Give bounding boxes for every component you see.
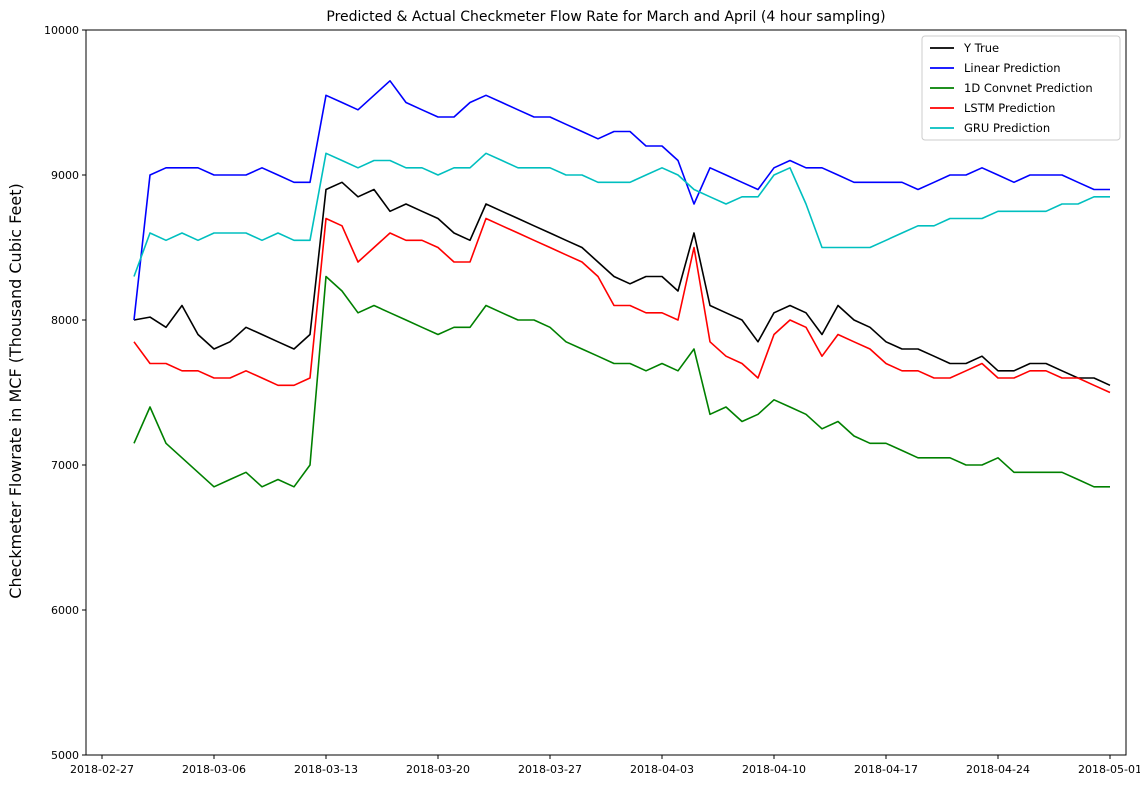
legend-label-1: Linear Prediction [964,61,1061,75]
legend-label-4: GRU Prediction [964,121,1050,135]
series-line-0 [133,181,1111,387]
series-line-2 [133,275,1110,488]
legend-label-2: 1D Convnet Prediction [964,81,1093,95]
series-layer [133,80,1111,488]
series-line-3 [133,217,1111,394]
y-axis-label: Checkmeter Flowrate in MCF (Thousand Cub… [6,183,25,598]
x-tick-label: 2018-04-17 [854,763,918,776]
x-tick-label: 2018-04-24 [966,763,1030,776]
series-line-4 [133,152,1110,277]
x-tick-label: 2018-03-06 [182,763,246,776]
y-tick-label: 10000 [44,24,79,37]
legend-label-3: LSTM Prediction [964,101,1055,115]
x-tick-label: 2018-03-20 [406,763,470,776]
y-tick-label: 8000 [51,314,79,327]
chart-title: Predicted & Actual Checkmeter Flow Rate … [326,9,885,25]
x-tick-label: 2018-02-27 [70,763,134,776]
x-tick-label: 2018-04-10 [742,763,806,776]
x-tick-label: 2018-03-27 [518,763,582,776]
y-tick-label: 7000 [51,459,79,472]
y-tick-label: 9000 [51,169,79,182]
legend-box [921,35,1121,141]
y-tick-label: 6000 [51,604,79,617]
legend: Y True Linear Prediction 1D Convnet Predic… [921,35,1121,141]
legend-label-0: Y True [963,41,999,55]
x-axis: 2018-02-27 2018-03-06 2018-03-13 2018-03-20… [70,755,1140,776]
series-line-1 [133,80,1110,321]
x-tick-label: 2018-03-13 [294,763,358,776]
y-axis: 5000 6000 7000 8000 9000 10000 [44,24,86,762]
plot-frame [85,29,1127,756]
x-tick-label: 2018-04-03 [630,763,694,776]
y-tick-label: 5000 [51,749,79,762]
x-tick-label: 2018-05-01 [1078,763,1140,776]
